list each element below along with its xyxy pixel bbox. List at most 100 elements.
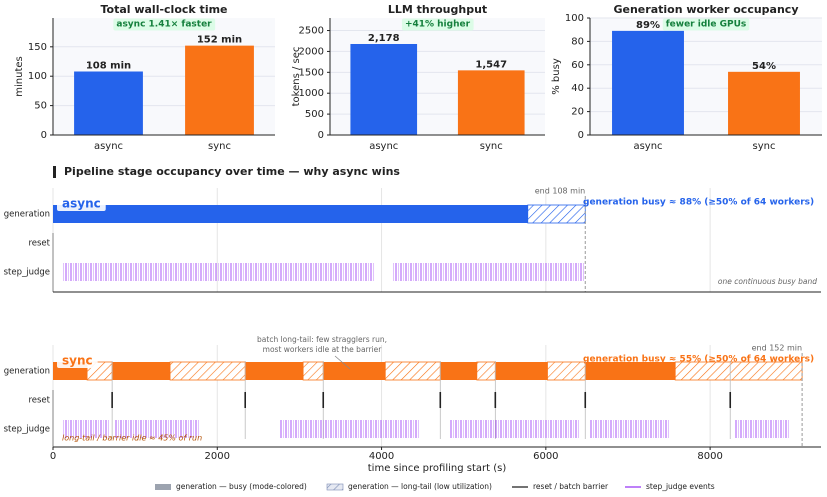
panel-label: async	[62, 197, 101, 211]
longtail-segment	[547, 361, 586, 381]
x-tick-label: 4000	[369, 451, 394, 462]
chart-title: LLM throughput	[388, 3, 487, 16]
busy-label: generation busy ≈ 88% (≥50% of 64 worker…	[583, 198, 814, 208]
x-tick-label: sync	[208, 141, 231, 152]
x-tick-label: 0	[50, 451, 56, 462]
legend-swatch	[155, 484, 171, 490]
step-judge-burst	[62, 263, 375, 281]
y-tick-label: 40	[571, 83, 584, 94]
section-title: Pipeline stage occupancy over time — why…	[64, 165, 400, 178]
bar	[185, 45, 254, 136]
panel-label: sync	[62, 354, 93, 368]
longtail-segment	[384, 361, 441, 381]
busy-segment	[495, 362, 548, 380]
row-label: reset	[28, 396, 50, 406]
y-tick-label: 60	[571, 60, 584, 71]
value-label: 108 min	[86, 61, 131, 72]
callout: batch long-tail: few stragglers run,	[257, 335, 387, 344]
annotation-box	[662, 18, 750, 31]
panel-label-box	[57, 354, 98, 368]
x-axis-label: time since profiling start (s)	[368, 463, 507, 474]
step-judge-burst	[590, 420, 671, 438]
bar	[457, 70, 525, 135]
annotation: async 1.41× faster	[116, 20, 212, 30]
panel-label-box	[57, 197, 106, 211]
value-label: 2,178	[368, 33, 400, 44]
step-judge-burst	[735, 420, 791, 438]
x-tick-label: 8000	[697, 451, 722, 462]
row-label: step_judge	[4, 425, 50, 435]
row-label: step_judge	[4, 268, 50, 278]
step-judge-burst	[115, 420, 201, 438]
y-tick-label: 2000	[299, 46, 324, 57]
busy-segment	[440, 362, 477, 380]
busy-segment	[323, 362, 386, 380]
legend-label: generation — busy (mode-colored)	[176, 482, 307, 491]
callout-arrow	[334, 355, 351, 370]
annotation-box	[113, 18, 216, 31]
panel-note: one continuous busy band	[718, 277, 817, 286]
row-label: generation	[4, 210, 50, 220]
row-label: generation	[4, 367, 50, 377]
busy-label: generation busy ≈ 55% (≥50% of 64 worker…	[583, 355, 814, 365]
y-tick-label: 0	[318, 130, 324, 141]
callout: most workers idle at the barrier	[263, 345, 383, 354]
busy-segment	[585, 362, 676, 380]
step-judge-burst	[280, 420, 421, 438]
bar	[728, 71, 800, 135]
end-label: end 108 min	[535, 187, 586, 196]
x-tick-label: async	[369, 141, 398, 152]
y-axis-label: tokens / sec	[291, 47, 302, 107]
y-tick-label: 150	[28, 42, 47, 53]
chart-title: Total wall-clock time	[100, 3, 227, 16]
longtail-segment	[302, 361, 324, 381]
y-tick-label: 20	[571, 107, 584, 118]
busy-segment	[245, 362, 304, 380]
bar	[74, 71, 143, 135]
end-label: end 152 min	[752, 344, 803, 353]
longtail-segment	[674, 361, 803, 381]
y-tick-label: 500	[305, 109, 324, 120]
y-tick-label: 50	[34, 101, 47, 112]
bar	[612, 30, 684, 135]
legend-label: generation — long-tail (low utilization)	[348, 482, 492, 491]
longtail-segment	[527, 204, 586, 224]
busy-segment	[53, 205, 528, 223]
longtail-segment	[476, 361, 496, 381]
y-tick-label: 1500	[299, 67, 324, 78]
value-label: 54%	[752, 61, 776, 72]
y-tick-label: 1000	[299, 88, 324, 99]
x-tick-label: sync	[753, 141, 776, 152]
y-tick-label: 100	[565, 13, 584, 24]
y-tick-label: 0	[578, 130, 584, 141]
step-judge-burst	[450, 420, 581, 438]
annotation: fewer idle GPUs	[666, 20, 747, 30]
y-axis-label: % busy	[551, 58, 562, 95]
legend-label: reset / batch barrier	[533, 482, 609, 491]
longtail-segment	[169, 361, 246, 381]
y-tick-label: 100	[28, 71, 47, 82]
value-label: 152 min	[197, 35, 242, 46]
step-judge-burst	[62, 420, 111, 438]
chart-title: Generation worker occupancy	[613, 3, 798, 16]
value-label: 1,547	[475, 59, 507, 70]
panel-note: long-tail / barrier idle ≈ 45% of run	[62, 434, 202, 443]
row-label: reset	[28, 239, 50, 249]
y-tick-label: 80	[571, 36, 584, 47]
annotation: +41% higher	[405, 20, 471, 30]
bar	[350, 43, 418, 135]
y-tick-label: 0	[41, 130, 47, 141]
y-tick-label: 2500	[299, 26, 324, 37]
y-axis-label: minutes	[14, 56, 25, 96]
x-tick-label: sync	[480, 141, 503, 152]
value-label: 89%	[636, 20, 660, 31]
x-tick-label: async	[633, 141, 662, 152]
legend-label: step_judge events	[646, 482, 715, 491]
x-tick-label: 2000	[205, 451, 230, 462]
legend-swatch	[326, 483, 344, 491]
x-tick-label: 6000	[533, 451, 558, 462]
step-judge-burst	[392, 263, 586, 281]
annotation-box	[401, 18, 474, 31]
busy-segment	[112, 362, 171, 380]
